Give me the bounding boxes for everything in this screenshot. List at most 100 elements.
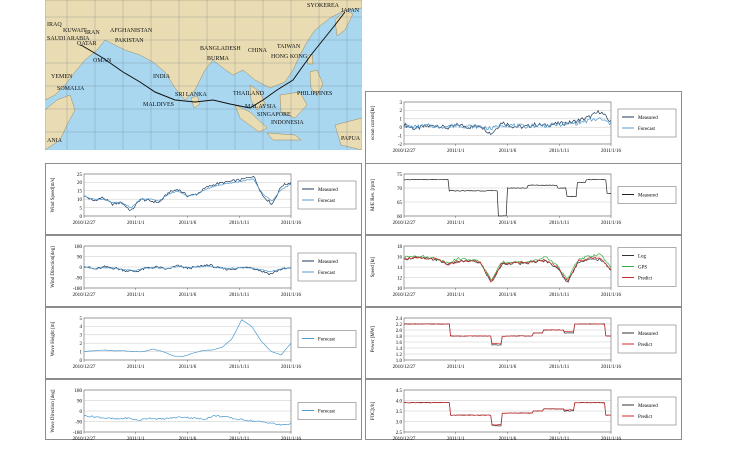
wind-speed-ytick-label: 20 — [77, 181, 83, 186]
power-ytick-label: 1.8 — [396, 335, 403, 340]
wind-speed-legend-box — [297, 180, 357, 210]
power-xtick-label: 2011/1/1 — [447, 365, 465, 370]
wave-direction-ylabel: Wave Direction [deg] — [51, 389, 56, 433]
land-papua — [334, 117, 362, 150]
wave-height-legend-box — [297, 330, 357, 348]
map-label-somalia: SOMALIA — [57, 86, 85, 92]
map-label-saudi-arabia: SAUDI ARABIA — [47, 36, 90, 42]
route-map-svg: SYOKEREA JAPAN IRAQ KUWAIT SAUDI ARABIA … — [45, 0, 362, 150]
speed-ytick-label: 10 — [397, 287, 403, 292]
land-japan — [334, 9, 354, 37]
wind-direction-ytick-label: -180 — [73, 287, 83, 292]
wind-direction-series-forecast — [83, 265, 292, 272]
ocean-current-ytick-label: 2 — [400, 109, 403, 114]
map-label-hong-kong: HONG KONG — [271, 54, 308, 60]
ms-rev-xtick-label: 2011/1/11 — [549, 221, 569, 226]
wind-speed-xtick-label: 2011/1/1 — [127, 221, 145, 226]
speed-legend-label: Predict — [638, 277, 653, 282]
ms-rev-xtick-label: 2011/1/1 — [447, 221, 465, 226]
wind-speed-ytick-label: 5 — [80, 206, 83, 211]
power-ytick-label: 1.0 — [396, 359, 403, 364]
wind-direction-ytick-label: 180 — [75, 245, 83, 250]
wave-height-xtick-label: 2011/1/16 — [281, 365, 302, 370]
wind-speed-series-measured — [83, 175, 292, 211]
wind-speed-plot-frame — [83, 173, 292, 217]
wave-height-xtick-label: 2011/1/11 — [229, 365, 249, 370]
map-label-yemen: YEMEN — [51, 74, 73, 80]
wind-direction-xtick-label: 2011/1/6 — [179, 293, 197, 298]
foc-ytick-label: 3.5 — [396, 410, 403, 415]
wind-speed-legend-label: Measured — [318, 188, 338, 193]
ms-rev-ylabel: M/E Rev. [rpm] — [371, 179, 376, 211]
foc-ytick-label: 3.0 — [396, 420, 403, 425]
map-label-afghanistan: AFGHANISTAN — [110, 28, 153, 34]
wave-height-xtick-label: 2011/1/6 — [179, 365, 197, 370]
map-label-japan: JAPAN — [341, 8, 360, 14]
route-map: SYOKEREA JAPAN IRAQ KUWAIT SAUDI ARABIA … — [45, 0, 362, 150]
wind-speed-series-forecast — [83, 178, 292, 208]
wind-direction-ytick-label: 90 — [77, 255, 83, 260]
power-ytick-label: 1.6 — [396, 341, 403, 346]
chart-panel-power: Power [MW] 2.4 2.2 2.0 1.8 1.6 1.4 1.2 1.0 2010/1… — [365, 307, 682, 379]
power-ytick-label: 2.2 — [396, 323, 403, 328]
wave-direction-ytick-label: -90 — [75, 420, 82, 425]
land-malay — [249, 84, 266, 111]
map-label-kuwait: KUWAIT — [63, 28, 87, 34]
ms-rev-ytick-label: 65 — [397, 201, 403, 206]
chart-panel-wind-direction: Wind Direction[deg] 180 90 0 -90 -180 2010/12/… — [45, 235, 362, 307]
power-ytick-label: 2.0 — [396, 329, 403, 334]
map-label-singapore: SINGAPORE — [257, 112, 291, 118]
speed-xtick-label: 2011/1/6 — [499, 293, 517, 298]
map-label-sri-lanka: SRI LANKA — [175, 92, 208, 98]
foc-ylabel: FOC[t/h] — [371, 402, 376, 421]
ocean-current-ylabel: ocean current[kt] — [371, 106, 376, 141]
chart-panel-speed: Speed [kt] 18 16 14 12 10 2010/12/27 2011/1/1 20… — [365, 235, 682, 307]
wind-speed-xtick-label: 2010/12/27 — [73, 221, 96, 226]
ms-rev-ytick-label: 70 — [397, 187, 403, 192]
power-ylabel: Power [MW] — [371, 325, 376, 352]
ocean-current-xtick-label: 2011/1/1 — [447, 149, 465, 154]
speed-ytick-label: 16 — [397, 255, 403, 260]
ocean-current-ytick-label: 0 — [400, 126, 403, 131]
power-ytick-label: 1.2 — [396, 353, 403, 358]
wind-direction-ytick-label: -90 — [75, 276, 82, 281]
land-philippines — [309, 69, 324, 97]
wind-direction-legend-label: Forecast — [318, 271, 336, 276]
map-label-syokerea: SYOKEREA — [307, 3, 340, 9]
ship-route — [80, 11, 346, 109]
wind-direction-xtick-label: 2011/1/1 — [127, 293, 145, 298]
ocean-current-ytick-label: 1 — [400, 118, 403, 123]
map-label-malaysia: MALAYSIA — [245, 104, 277, 110]
speed-ylabel: Speed [kt] — [371, 256, 376, 277]
map-label-philippines: PHILIPPINES — [297, 91, 332, 97]
ms-rev-legend-box — [617, 186, 677, 204]
wind-speed-xtick-label: 2011/1/16 — [281, 221, 302, 226]
land-africa — [45, 94, 76, 150]
wind-speed-ytick-label: 0 — [80, 215, 83, 220]
speed-ytick-label: 14 — [397, 266, 403, 271]
foc-legend-label: Measured — [638, 404, 658, 409]
foc-legend-label: Predict — [638, 415, 653, 420]
map-label-maldives: MALDIVES — [143, 102, 174, 108]
wave-height-legend-label: Forecast — [318, 338, 336, 343]
ocean-current-xtick-label: 2010/12/27 — [393, 149, 416, 154]
wind-speed-ytick-label: 25 — [77, 173, 83, 178]
map-grid — [45, 0, 362, 150]
land-taiwan — [306, 53, 314, 65]
wave-height-ytick-label: 1 — [80, 350, 83, 355]
power-legend-box — [617, 324, 677, 354]
ocean-current-legend-label: Forecast — [638, 127, 656, 132]
foc-series-predict — [403, 401, 612, 426]
speed-legend-label: GPS — [638, 266, 647, 271]
chart-panel-me-rev: M/E Rev. [rpm] 75 70 65 60 2010/12/27 2011/1/1… — [365, 163, 682, 235]
foc-series-measured — [403, 401, 612, 427]
wave-direction-ytick-label: 180 — [75, 389, 83, 394]
power-xtick-label: 2011/1/11 — [549, 365, 569, 370]
wind-direction-legend-box — [297, 252, 357, 282]
chart-wind-direction: Wind Direction[deg] 180 90 0 -90 -1802010/12/… — [51, 245, 357, 298]
speed-series-gps — [403, 253, 612, 281]
chart-panel-foc: FOC[t/h] 4.5 4.0 3.5 3.0 2.5 2010/12/27 2011/1/… — [365, 379, 682, 442]
power-legend-label: Measured — [638, 332, 658, 337]
land-asia — [45, 0, 362, 101]
